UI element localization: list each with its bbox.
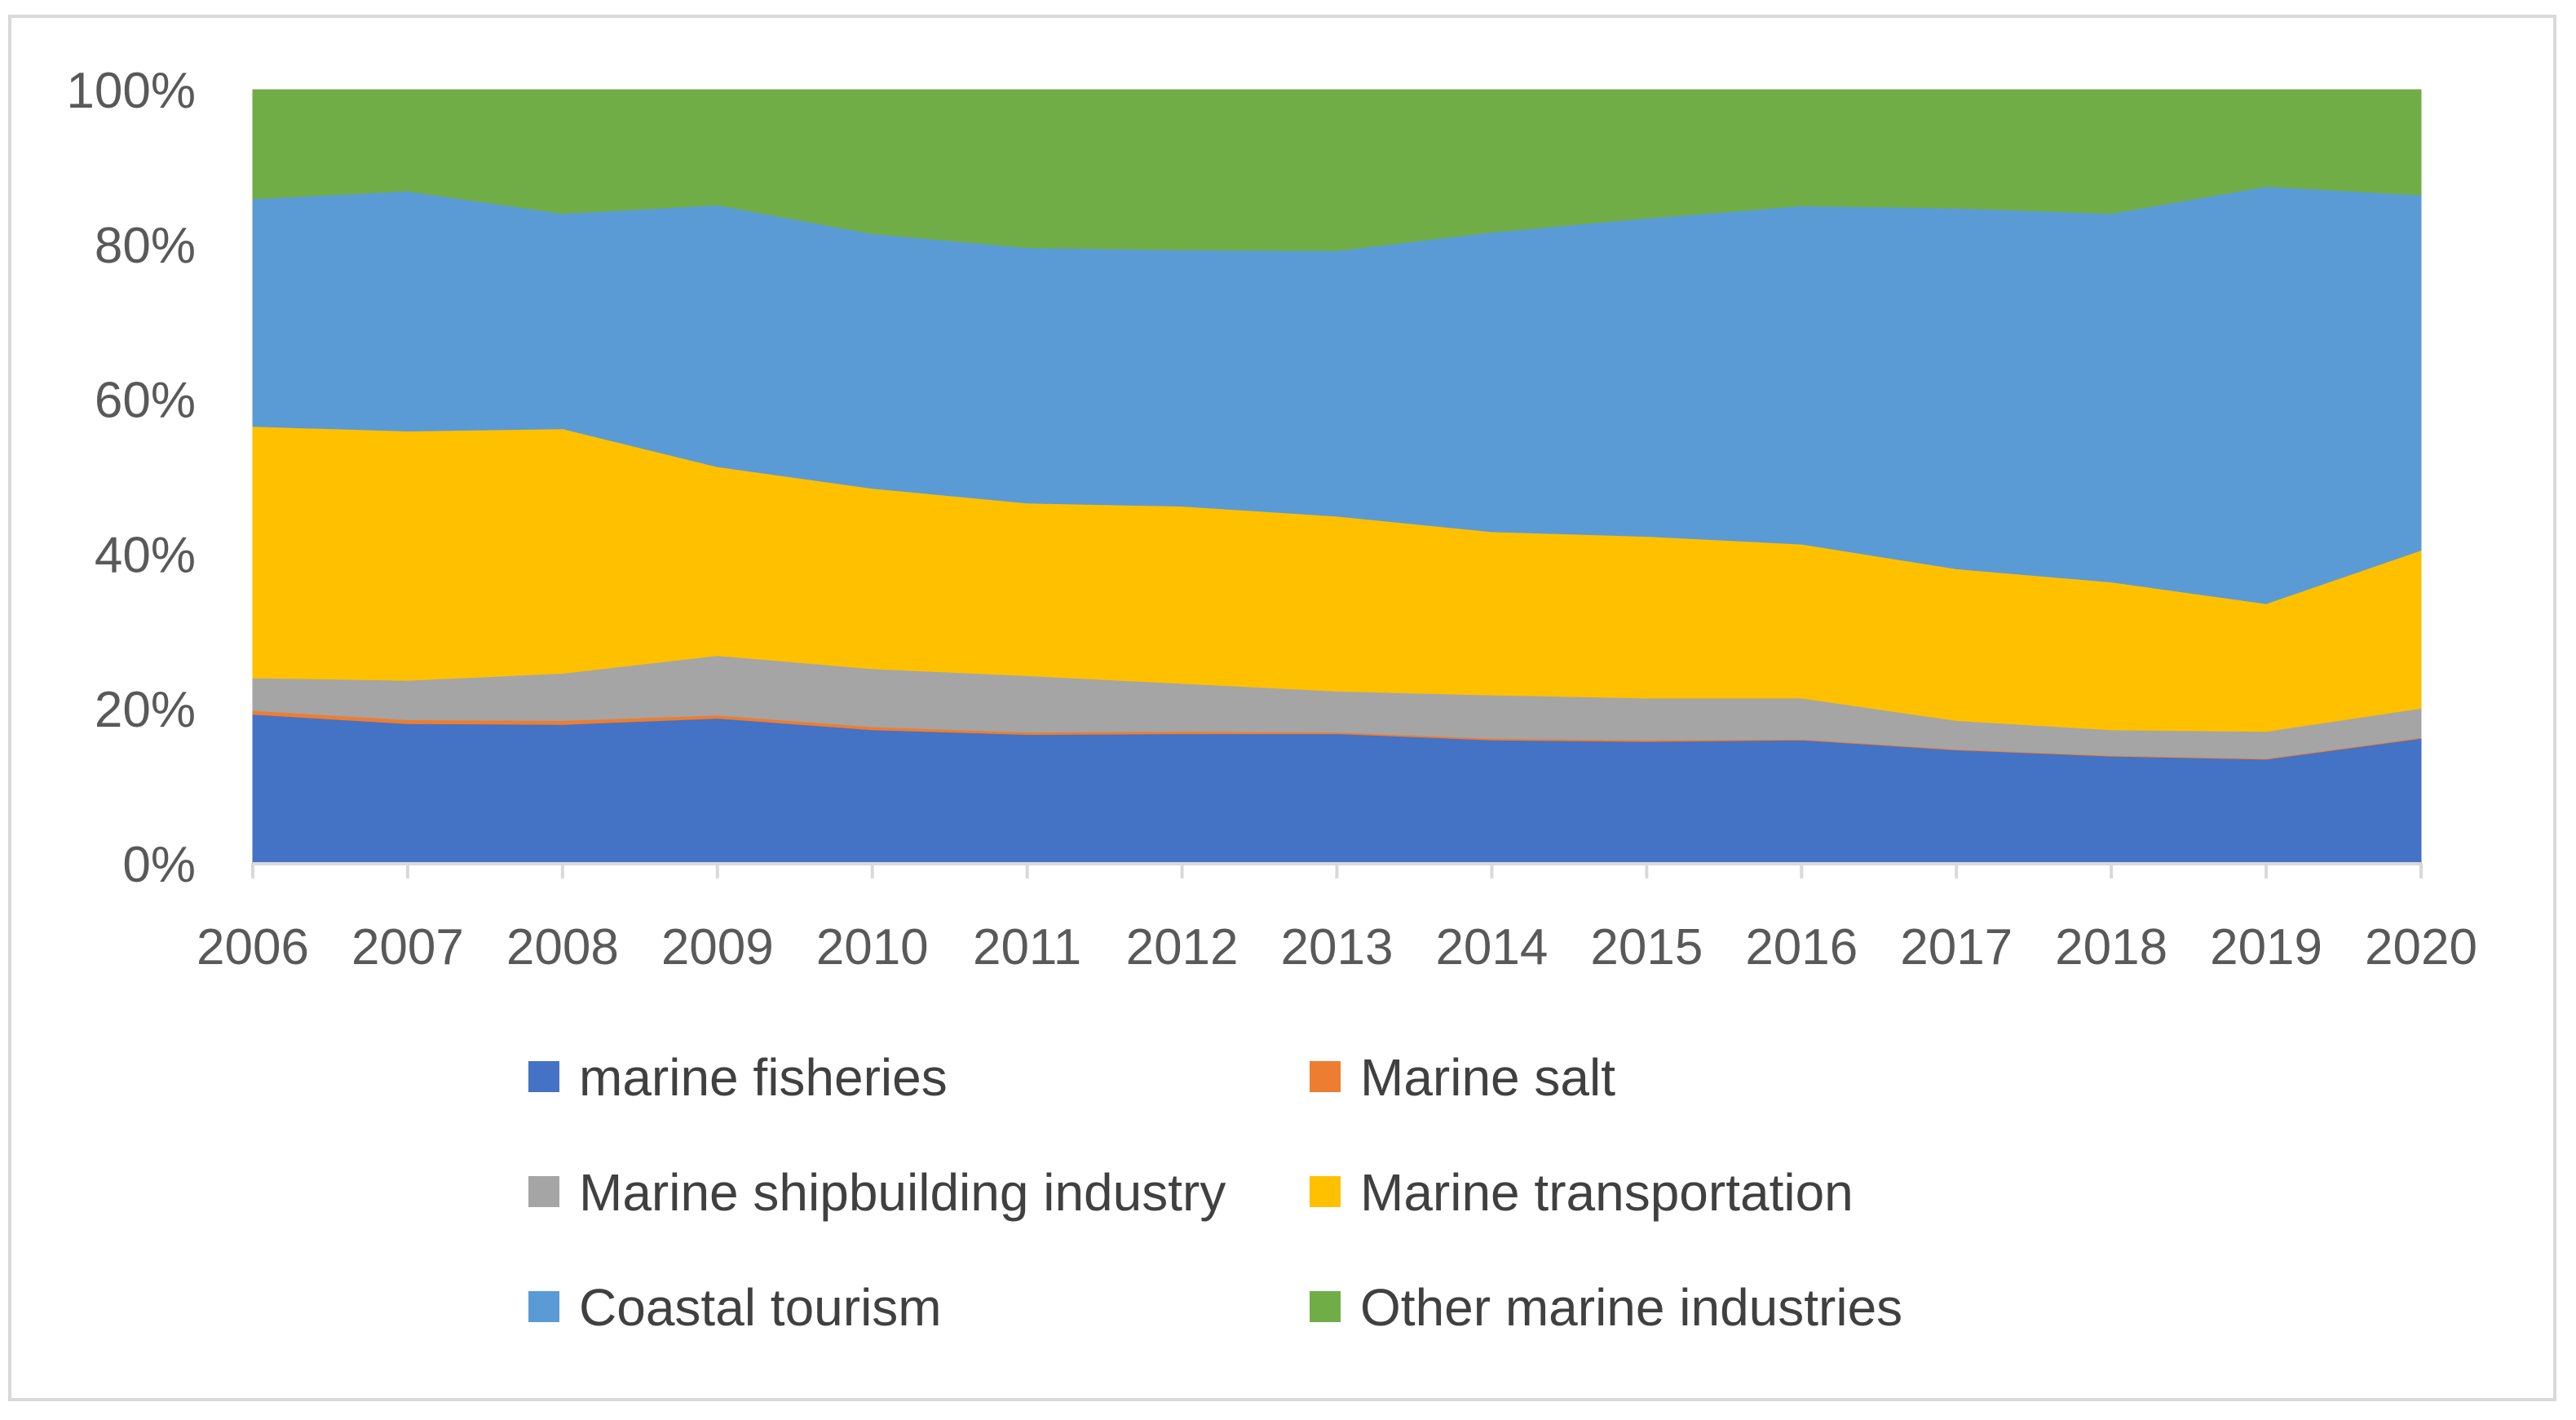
legend: marine fisheries Marine salt Marine shipbu… (528, 1048, 1902, 1337)
x-tick-label: 2011 (973, 919, 1081, 975)
x-tick-label: 2012 (1126, 919, 1239, 975)
y-axis-ticks: 0% 20% 40% 60% 80% 100% (66, 63, 196, 893)
legend-swatch (1310, 1291, 1341, 1322)
y-tick-label: 100% (66, 63, 196, 119)
x-tick-label: 2018 (2055, 919, 2167, 975)
legend-swatch (1310, 1061, 1341, 1092)
x-tick-label: 2014 (1435, 919, 1548, 975)
legend-item: Other marine industries (1310, 1278, 1902, 1337)
legend-swatch (528, 1291, 559, 1322)
area-series-5 (252, 89, 2422, 251)
y-tick-label: 20% (95, 682, 196, 738)
legend-label: Marine transportation (1360, 1163, 1854, 1222)
x-tick-label: 2017 (1900, 919, 2013, 975)
y-tick-label: 80% (95, 218, 196, 274)
x-tick-label: 2006 (197, 919, 309, 975)
y-tick-label: 60% (95, 373, 196, 429)
x-tick-label: 2015 (1590, 919, 1703, 975)
x-tick-label: 2020 (2365, 919, 2477, 975)
x-tick-label: 2009 (661, 919, 774, 975)
y-tick-label: 0% (122, 837, 196, 893)
y-tick-label: 40% (95, 527, 196, 583)
legend-item: Marine salt (1310, 1048, 1615, 1107)
x-tick-label: 2019 (2210, 919, 2322, 975)
legend-item: Marine shipbuilding industry (528, 1163, 1226, 1222)
legend-swatch (1310, 1176, 1341, 1207)
x-tick-label: 2007 (351, 919, 464, 975)
x-axis-ticks: 2006 2007 2008 2009 2010 2011 2012 2013 2014 2015… (197, 864, 2477, 975)
legend-label: Marine salt (1360, 1048, 1615, 1107)
legend-swatch (528, 1176, 559, 1207)
legend-label: marine fisheries (579, 1048, 948, 1107)
legend-item: marine fisheries (528, 1048, 948, 1107)
legend-label: Marine shipbuilding industry (579, 1163, 1226, 1222)
x-tick-label: 2008 (506, 919, 619, 975)
legend-label: Other marine industries (1360, 1278, 1902, 1337)
x-tick-label: 2013 (1281, 919, 1394, 975)
legend-item: Coastal tourism (528, 1278, 942, 1337)
legend-item: Marine transportation (1310, 1163, 1854, 1222)
legend-swatch (528, 1061, 559, 1092)
series-areas (252, 89, 2422, 865)
x-tick-label: 2010 (816, 919, 929, 975)
legend-label: Coastal tourism (579, 1278, 942, 1337)
x-tick-label: 2016 (1745, 919, 1858, 975)
